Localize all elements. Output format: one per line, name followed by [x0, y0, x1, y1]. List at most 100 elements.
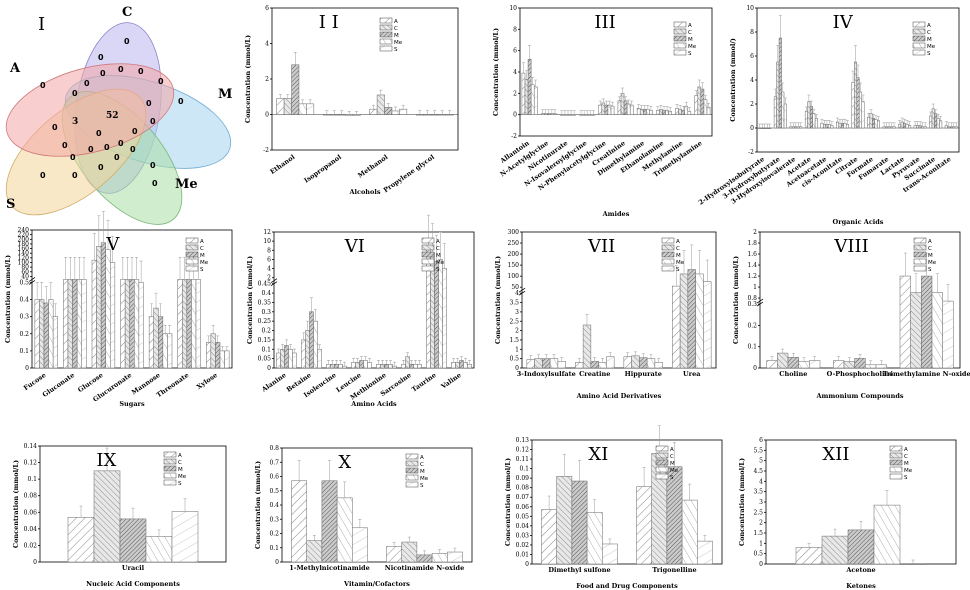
legend-swatch — [913, 244, 927, 251]
legend-label: C — [688, 30, 692, 36]
bar — [553, 113, 557, 115]
bar — [67, 517, 95, 563]
bar — [854, 358, 866, 369]
bar — [543, 113, 548, 115]
legend-label: C — [200, 246, 204, 252]
y-tick-label: 2 — [750, 101, 754, 108]
bar — [171, 511, 199, 563]
bar — [695, 273, 704, 369]
y-tick-label: 150 — [508, 262, 520, 269]
bar — [916, 125, 920, 129]
x-tick-label: Taurine — [410, 371, 437, 394]
y-tick-label: 0.02 — [24, 542, 38, 549]
bar — [931, 108, 935, 129]
bar — [617, 100, 622, 115]
bar — [905, 124, 909, 129]
y-tick-label: 0.1 — [261, 346, 271, 353]
bar — [63, 279, 69, 369]
x-tick-label: 1-Methylnicotinamide — [289, 564, 369, 572]
legend-label: C — [420, 462, 424, 468]
bar — [687, 269, 696, 369]
bar — [604, 104, 609, 115]
y-tick-label: 0 — [275, 559, 279, 566]
y-tick-label: 0.45 — [258, 281, 272, 288]
venn-zero: 0 — [88, 145, 94, 154]
y-tick-label: 4 — [267, 266, 271, 273]
y-axis-title: Concentration (mmol/) — [729, 38, 737, 122]
y-tick-label: 8 — [750, 29, 754, 36]
bar — [447, 551, 463, 563]
x-tick-label: Hippurate — [625, 370, 662, 378]
bar — [380, 364, 385, 369]
venn-zero: 0 — [132, 127, 138, 136]
y-tick-label: 160 — [18, 246, 30, 253]
chart-x: 0 0.1 0.2 0.3 0.4 0.5 0.6 0.7 0.8 1-Methylnicotin… — [254, 445, 473, 588]
y-tick-label: 0.4 — [19, 297, 29, 304]
y-tick-label: 140 — [18, 250, 30, 257]
bar — [182, 279, 188, 369]
bar — [195, 279, 201, 369]
bar — [129, 279, 135, 369]
bar — [384, 107, 393, 115]
bar — [639, 357, 648, 369]
bar — [903, 122, 907, 129]
bar — [550, 113, 554, 115]
y-tick-label: 0.8 — [269, 445, 279, 452]
legend-label: Me — [178, 474, 187, 480]
bar — [934, 113, 938, 129]
y-tick-label: 10 — [263, 238, 271, 245]
legend-swatch — [912, 21, 926, 28]
bar — [910, 292, 922, 369]
venn-label-me: Me — [175, 177, 198, 192]
bar — [345, 114, 354, 116]
bar — [291, 480, 307, 563]
bar — [921, 126, 925, 129]
legend-swatch — [421, 258, 435, 265]
venn-zero: 0 — [96, 129, 102, 138]
legend-swatch — [673, 28, 687, 35]
legend-label: A — [688, 23, 692, 29]
legend-swatch — [655, 466, 669, 473]
legend-label: M — [927, 37, 932, 43]
y-tick-label: 3.5 — [753, 489, 763, 496]
y-tick-label: 0.5 — [19, 279, 29, 286]
legend-swatch — [163, 479, 177, 486]
bar — [388, 364, 393, 369]
panel-numeral: IX — [96, 450, 116, 471]
legend-label: M — [178, 467, 183, 473]
bar — [833, 360, 845, 369]
bar — [413, 364, 418, 369]
venn-zero: 0 — [178, 97, 184, 106]
bar — [804, 110, 808, 129]
panel-numeral: XI — [588, 444, 608, 465]
y-tick-label: 0.4 — [261, 290, 271, 297]
bar — [39, 299, 45, 369]
bar — [590, 361, 599, 369]
panel-numeral: I I — [319, 12, 339, 33]
y-tick-label: 2 — [753, 229, 757, 236]
bar — [656, 110, 660, 115]
legend-label: A — [394, 19, 398, 25]
bar — [91, 259, 97, 369]
bar — [530, 84, 535, 115]
bar — [809, 360, 821, 369]
bar — [93, 470, 121, 563]
x-tick-label: Urea — [683, 370, 701, 378]
bar — [334, 364, 339, 369]
panel-numeral: XII — [822, 444, 849, 465]
bar — [877, 120, 881, 129]
bar — [765, 127, 769, 129]
legend-swatch — [673, 42, 687, 49]
y-tick-label: 0.35 — [258, 299, 272, 306]
legend-swatch — [379, 24, 393, 31]
y-tick-label: 6 — [265, 5, 269, 12]
bar — [588, 114, 593, 116]
legend-swatch — [661, 265, 675, 272]
bar — [758, 127, 762, 129]
bar — [794, 126, 798, 129]
bar — [563, 114, 567, 116]
venn-zero: 0 — [150, 161, 156, 170]
bar — [760, 127, 764, 129]
y-tick-label: 40 — [21, 273, 29, 280]
bar — [892, 126, 896, 129]
